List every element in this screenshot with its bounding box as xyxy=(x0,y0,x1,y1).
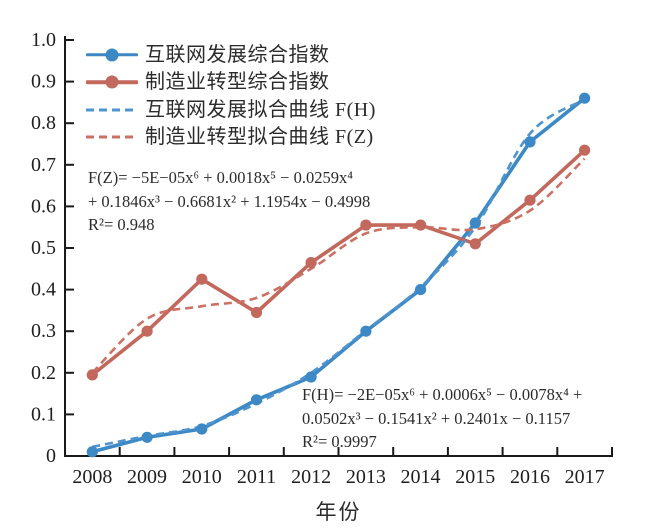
series-1-point-2009[interactable] xyxy=(141,325,153,337)
fit-curve-2[interactable] xyxy=(92,98,586,449)
series-0-point-2013[interactable] xyxy=(360,325,372,337)
series-1-point-2014[interactable] xyxy=(415,219,427,231)
series-1-point-2017[interactable] xyxy=(579,144,591,156)
equation-fh-r2: R²= 0.9997 xyxy=(302,432,377,451)
legend-swatch-dashed-red-icon xyxy=(86,130,138,144)
equation-fz: F(Z)= −5E−05x⁶ + 0.0018x⁵ − 0.0259x⁴ + 0… xyxy=(88,166,370,237)
y-tick-label: 0.4 xyxy=(31,279,56,301)
legend-item-internet-fit[interactable]: 互联网发展拟合曲线 F(H) xyxy=(86,96,376,124)
series-1-point-2012[interactable] xyxy=(305,257,317,269)
legend-label: 制造业转型拟合曲线 F(Z) xyxy=(145,126,374,149)
equation-fz-r2: R²= 0.948 xyxy=(88,215,155,234)
series-0-point-2011[interactable] xyxy=(250,394,263,406)
series-1-point-2015[interactable] xyxy=(469,238,481,250)
x-tick-label: 2009 xyxy=(127,466,167,488)
legend-swatch-solid-blue-icon xyxy=(86,48,138,62)
series-line-0[interactable] xyxy=(90,96,587,454)
x-tick-label: 2012 xyxy=(291,466,331,488)
y-tick-label: 0.5 xyxy=(31,237,56,259)
x-axis-title: 年份 xyxy=(315,500,362,524)
legend-label: 互联网发展拟合曲线 F(H) xyxy=(145,98,376,121)
series-1-point-2016[interactable] xyxy=(524,194,536,206)
x-tick-label: 2013 xyxy=(346,466,386,488)
legend: 互联网发展综合指数 制造业转型综合指数 互联网发展拟合曲线 F(H) 制造业转型… xyxy=(86,41,376,151)
series-0-point-2009[interactable] xyxy=(141,431,153,443)
x-tick-label: 2010 xyxy=(182,466,222,488)
equation-fh: F(H)= −2E−05x⁶ + 0.0006x⁵ − 0.0078x⁴ + 0… xyxy=(302,383,582,454)
y-tick-label: 0.7 xyxy=(31,154,56,176)
fit-curve-3[interactable] xyxy=(91,157,586,374)
legend-item-manufacturing-fit[interactable]: 制造业转型拟合曲线 F(Z) xyxy=(86,124,376,152)
series-0-point-2015[interactable] xyxy=(469,217,481,229)
series-1-point-2011[interactable] xyxy=(250,306,263,319)
series-0-point-2012[interactable] xyxy=(305,371,317,383)
y-tick-label: 0.3 xyxy=(31,320,56,342)
series-0-point-2016[interactable] xyxy=(524,136,536,148)
y-tick-label: 0 xyxy=(46,445,56,467)
legend-label: 互联网发展综合指数 xyxy=(145,43,330,66)
x-tick-label: 2015 xyxy=(455,466,495,488)
equation-fz-line1: F(Z)= −5E−05x⁶ + 0.0018x⁵ − 0.0259x⁴ xyxy=(88,168,353,187)
legend-swatch-solid-red-icon xyxy=(86,75,138,89)
x-tick-label: 2014 xyxy=(401,466,441,488)
y-tick-label: 0.8 xyxy=(31,112,56,134)
series-0-point-2017[interactable] xyxy=(579,92,591,104)
y-tick-label: 0.2 xyxy=(31,362,56,384)
y-tick-label: 0.6 xyxy=(31,195,56,217)
legend-item-internet-index[interactable]: 互联网发展综合指数 xyxy=(86,41,376,69)
legend-label: 制造业转型综合指数 xyxy=(145,71,330,94)
x-tick-label: 2011 xyxy=(237,466,276,488)
y-tick-label: 0.1 xyxy=(31,403,56,425)
series-1-point-2013[interactable] xyxy=(360,219,372,231)
series-0-point-2010[interactable] xyxy=(196,423,208,435)
y-tick-label: 0.9 xyxy=(31,71,56,93)
legend-swatch-dashed-blue-icon xyxy=(86,103,138,117)
legend-item-manufacturing-index[interactable]: 制造业转型综合指数 xyxy=(86,69,376,97)
equation-fz-line2: + 0.1846x³ − 0.6681x² + 1.1954x − 0.4998 xyxy=(88,191,371,211)
series-1-point-2010[interactable] xyxy=(196,273,208,285)
series-0-point-2008[interactable] xyxy=(86,446,98,458)
equation-fh-line2: 0.0502x³ − 0.1541x² + 0.2401x − 0.1157 xyxy=(302,408,571,428)
series-0-point-2014[interactable] xyxy=(415,284,427,296)
series-1-point-2008[interactable] xyxy=(86,369,98,381)
equation-fh-line1: F(H)= −2E−05x⁶ + 0.0006x⁵ − 0.0078x⁴ + xyxy=(302,385,583,404)
x-tick-label: 2016 xyxy=(510,466,550,488)
x-tick-label: 2017 xyxy=(565,466,605,488)
y-tick-label: 1.0 xyxy=(31,29,56,51)
x-tick-label: 2008 xyxy=(72,466,112,488)
